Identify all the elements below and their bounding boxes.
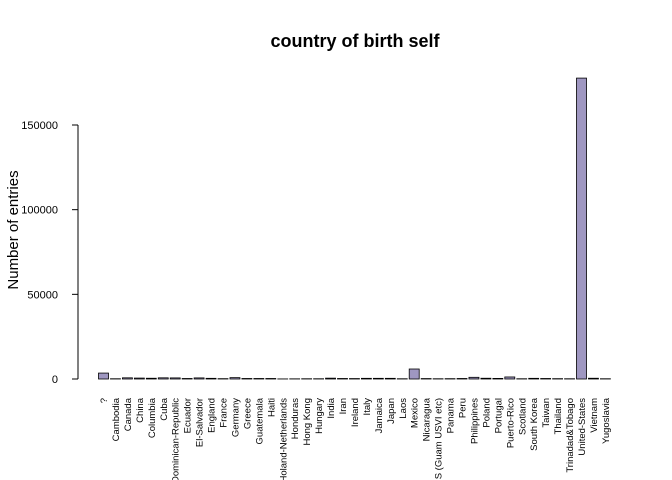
bar <box>456 378 468 380</box>
x-tick-label: Cambodia <box>111 397 122 441</box>
bar <box>528 377 540 380</box>
bar <box>145 377 157 380</box>
x-tick-label: Haiti <box>266 398 277 417</box>
x-tick-label: Greece <box>242 398 253 429</box>
y-tick-label: 100000 <box>21 205 58 217</box>
x-tick-label: South Korea <box>529 397 540 451</box>
x-tick-label: El-Salvador <box>195 398 206 447</box>
x-tick-label: Honduras <box>290 398 301 439</box>
x-tick-label: Italy <box>362 398 373 416</box>
x-tick-label: Columbia <box>147 397 158 438</box>
bar <box>133 377 145 380</box>
x-tick-label: Guatemala <box>254 397 265 444</box>
x-tick-label: Cuba <box>159 397 170 420</box>
bar <box>504 376 516 380</box>
x-tick-label: Yugoslavia <box>601 397 612 444</box>
y-tick-label: 150000 <box>21 120 58 132</box>
bar <box>157 377 169 380</box>
x-tick-label: Puerto-Rico <box>505 398 516 448</box>
bar <box>480 377 492 380</box>
x-tick-label: ? <box>99 398 110 403</box>
bar <box>325 377 336 380</box>
x-tick-label: Thailand <box>553 398 564 434</box>
x-tick-label: Hungary <box>314 398 325 434</box>
x-tick-label: Ireland <box>350 398 361 427</box>
x-tick-label: Vietnam <box>589 398 600 433</box>
bar <box>193 377 205 380</box>
x-tick-label: Germany <box>230 398 241 437</box>
x-tick-label: Scotland <box>517 398 528 435</box>
x-tick-label: Ecuador <box>183 398 194 433</box>
x-tick-label: Holand-Netherlands <box>278 398 289 480</box>
bar <box>181 378 193 380</box>
chart-title: country of birth self <box>270 31 440 51</box>
bar <box>169 377 181 380</box>
x-tick-label: India <box>326 397 337 418</box>
x-tick-label: Laos <box>398 398 409 419</box>
bar <box>372 377 384 380</box>
bar <box>576 77 587 380</box>
bar <box>122 377 133 380</box>
x-tick-label: Japan <box>386 398 397 424</box>
x-tick-label: Iran <box>338 398 349 414</box>
x-tick-label: Peru <box>458 398 469 418</box>
x-tick-label: Poland <box>481 398 492 428</box>
x-tick-label: Canada <box>123 397 134 431</box>
bar <box>588 377 599 380</box>
bar <box>265 378 277 380</box>
bar <box>253 378 265 380</box>
x-tick-label: Outlying-US (Guam USVI etc) <box>434 398 445 480</box>
bar <box>360 377 372 380</box>
bar <box>384 377 396 380</box>
bar <box>98 372 109 380</box>
y-axis-label: Number of entries <box>5 170 22 289</box>
x-tick-label: Hong Kong <box>302 398 313 446</box>
y-tick-label: 0 <box>52 374 58 386</box>
x-tick-label: England <box>207 398 218 433</box>
y-tick-label: 50000 <box>27 289 58 301</box>
x-tick-label: Trinadad&Tobago <box>565 398 576 473</box>
bar <box>540 378 552 380</box>
bar <box>468 376 480 380</box>
x-tick-label: France <box>219 398 230 428</box>
x-tick-label: Portugal <box>493 398 504 433</box>
x-tick-label: Taiwan <box>541 398 552 428</box>
bar <box>492 378 504 380</box>
bar <box>229 377 241 380</box>
x-tick-label: Nicaragua <box>422 397 433 441</box>
bar <box>205 377 217 380</box>
x-tick-label: Mexico <box>410 398 421 428</box>
bar <box>241 378 253 380</box>
x-tick-label: United-States <box>577 398 588 456</box>
x-tick-label: Dominican-Republic <box>171 398 182 480</box>
bar <box>337 378 348 380</box>
x-tick-label: China <box>135 397 146 423</box>
x-tick-label: Panama <box>446 397 457 433</box>
x-tick-label: Jamaica <box>374 397 385 433</box>
x-tick-label: Philippines <box>469 398 480 444</box>
bar <box>408 368 420 380</box>
